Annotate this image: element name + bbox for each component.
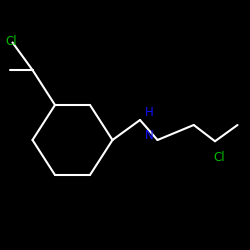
Text: H: H xyxy=(144,106,153,119)
Text: N: N xyxy=(144,129,153,142)
Text: Cl: Cl xyxy=(6,35,17,48)
Text: Cl: Cl xyxy=(214,151,226,164)
